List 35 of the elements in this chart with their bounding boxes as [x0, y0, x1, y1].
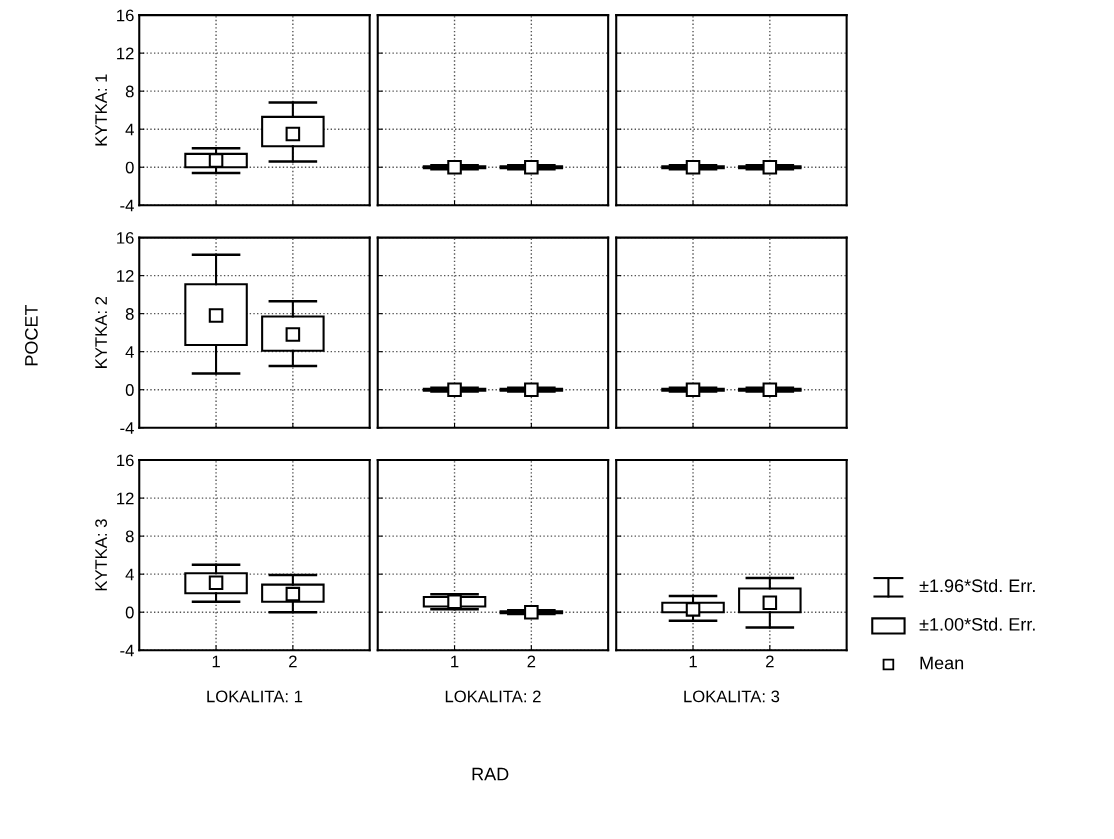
x-tick-label: 1 — [689, 655, 697, 668]
y-tick-label: 0 — [125, 384, 134, 396]
x-axis-title: LOKALITA: 3 — [684, 690, 780, 703]
y-axis-title: KYTKA: 1 — [95, 74, 107, 146]
y-axis-title: KYTKA: 3 — [95, 519, 107, 591]
x-tick-label: 1 — [451, 655, 459, 668]
y-tick-label: 4 — [125, 346, 134, 358]
x-tick-label: 1 — [212, 655, 220, 668]
text: Mean — [920, 656, 964, 670]
text: ±1.96*Std. Err. — [919, 578, 1035, 593]
y-tick-label: 12 — [117, 492, 134, 505]
text: POCET — [24, 304, 38, 366]
y-tick-label: 8 — [125, 85, 134, 98]
x-tick-label: 2 — [527, 655, 536, 668]
y-tick-label: 8 — [125, 308, 134, 320]
y-tick-label: -4 — [120, 422, 134, 434]
x-tick-label: 2 — [766, 655, 774, 668]
x-axis-title: LOKALITA: 2 — [445, 690, 541, 703]
y-axis-title: KYTKA: 2 — [95, 296, 107, 368]
y-tick-label: 8 — [125, 530, 134, 543]
text: RAD — [472, 767, 509, 781]
y-tick-label: 4 — [125, 568, 134, 581]
y-tick-label: 12 — [117, 47, 134, 60]
x-axis-title: LOKALITA: 1 — [207, 690, 303, 703]
y-tick-label: 16 — [117, 231, 134, 244]
y-tick-label: 4 — [125, 123, 134, 136]
y-tick-label: 16 — [117, 454, 134, 467]
y-tick-label: -4 — [120, 199, 134, 212]
y-tick-label: 0 — [125, 606, 134, 619]
x-tick-label: 2 — [289, 655, 297, 668]
y-tick-label: -4 — [120, 644, 134, 657]
y-tick-label: 0 — [125, 161, 134, 174]
y-tick-label: 12 — [117, 270, 134, 282]
y-tick-label: 16 — [117, 9, 134, 22]
text: ±1.00*Std. Err. — [919, 617, 1035, 631]
